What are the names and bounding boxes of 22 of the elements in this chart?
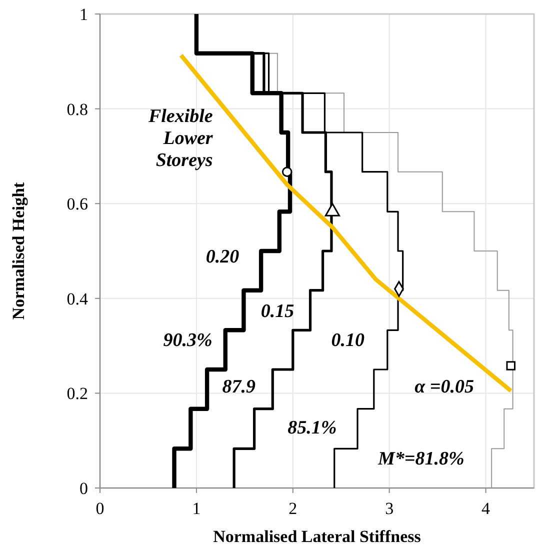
y-tick-label: 1 bbox=[80, 4, 88, 24]
y-tick-label: 0.4 bbox=[66, 289, 88, 308]
x-tick-label: 3 bbox=[385, 499, 394, 518]
y-tick-label: 0.2 bbox=[66, 384, 88, 404]
y-tick-label: 0.8 bbox=[66, 100, 88, 119]
x-tick-label: 2 bbox=[288, 499, 298, 518]
annotation: 90.3% bbox=[163, 330, 212, 351]
x-tick-label: 4 bbox=[482, 499, 491, 518]
y-tick-label: 0 bbox=[80, 478, 88, 498]
annotation: Flexible Lower Storeys bbox=[147, 106, 214, 171]
y-tick-label: 0.6 bbox=[66, 194, 88, 214]
y-axis-title: Normalised Height bbox=[9, 182, 28, 320]
annotation: α =0.05 bbox=[414, 376, 474, 398]
x-axis-title: Normalised Lateral Stiffness bbox=[213, 527, 422, 546]
annotation: 0.20 bbox=[206, 246, 240, 268]
annotation: 0.10 bbox=[331, 330, 365, 351]
x-tick-label: 0 bbox=[96, 499, 104, 518]
annotation: 0.15 bbox=[260, 300, 295, 322]
annotation: M*=81.8% bbox=[377, 448, 464, 470]
x-tick-label: 1 bbox=[192, 499, 201, 518]
annotation: 87.9 bbox=[222, 376, 256, 398]
annotation: 85.1% bbox=[288, 418, 337, 439]
